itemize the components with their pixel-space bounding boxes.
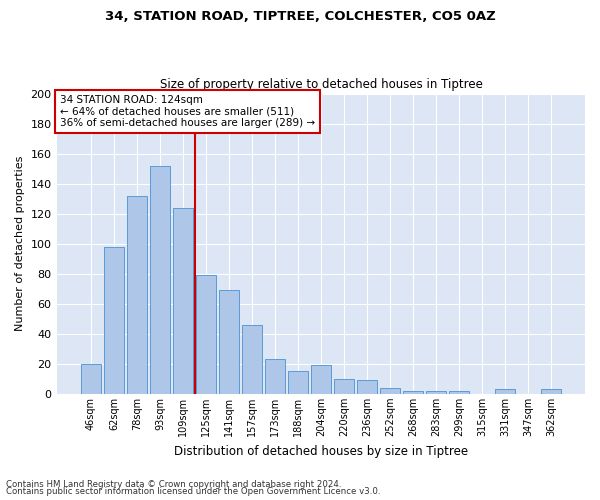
Bar: [81, 364, 101, 394]
Bar: [242, 325, 262, 394]
Bar: [449, 391, 469, 394]
X-axis label: Distribution of detached houses by size in Tiptree: Distribution of detached houses by size …: [174, 444, 468, 458]
Bar: [358, 380, 377, 394]
Bar: [127, 196, 147, 394]
Bar: [380, 388, 400, 394]
Bar: [334, 379, 354, 394]
Bar: [541, 390, 561, 394]
Bar: [403, 391, 423, 394]
Bar: [311, 366, 331, 394]
Text: 34, STATION ROAD, TIPTREE, COLCHESTER, CO5 0AZ: 34, STATION ROAD, TIPTREE, COLCHESTER, C…: [104, 10, 496, 23]
Y-axis label: Number of detached properties: Number of detached properties: [15, 156, 25, 332]
Text: 34 STATION ROAD: 124sqm
← 64% of detached houses are smaller (511)
36% of semi-d: 34 STATION ROAD: 124sqm ← 64% of detache…: [60, 95, 315, 128]
Bar: [219, 290, 239, 394]
Bar: [289, 372, 308, 394]
Title: Size of property relative to detached houses in Tiptree: Size of property relative to detached ho…: [160, 78, 482, 91]
Bar: [196, 276, 216, 394]
Text: Contains public sector information licensed under the Open Government Licence v3: Contains public sector information licen…: [6, 487, 380, 496]
Text: Contains HM Land Registry data © Crown copyright and database right 2024.: Contains HM Land Registry data © Crown c…: [6, 480, 341, 489]
Bar: [496, 390, 515, 394]
Bar: [104, 246, 124, 394]
Bar: [173, 208, 193, 394]
Bar: [150, 166, 170, 394]
Bar: [427, 391, 446, 394]
Bar: [265, 360, 285, 394]
